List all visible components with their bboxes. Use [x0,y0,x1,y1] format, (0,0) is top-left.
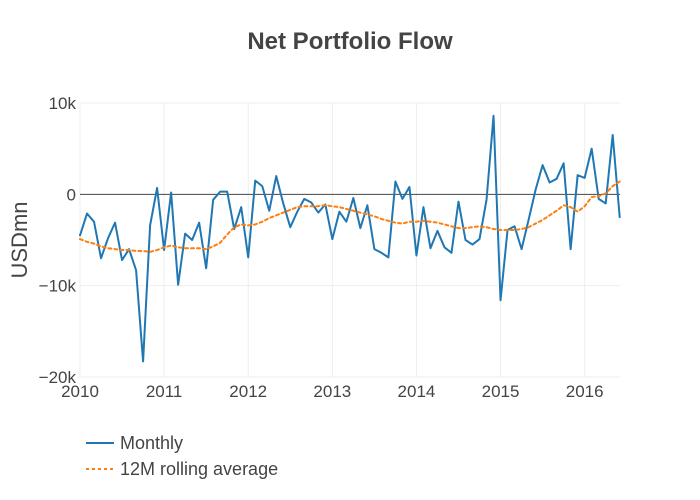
x-tick-label: 2016 [566,382,604,401]
x-tick-label: 2011 [146,382,183,401]
legend-label-monthly: Monthly [120,433,183,453]
legend[interactable]: Monthly 12M rolling average [86,433,278,479]
x-tick-label: 2014 [398,382,436,401]
y-tick-label: −10k [39,277,77,296]
x-tick-label: 2015 [482,382,520,401]
series-layer [79,114,621,363]
x-tick-label: 2012 [229,382,267,401]
grid-lines [79,102,620,378]
y-tick-label: 0 [67,185,76,204]
chart-title: Net Portfolio Flow [247,28,453,55]
legend-label-rolling-average: 12M rolling average [120,459,278,479]
legend-item-rolling-average[interactable]: 12M rolling average [86,459,278,479]
legend-item-monthly[interactable]: Monthly [86,433,183,453]
x-tick-label: 2010 [61,382,99,401]
axes: 2010 2011 2012 2013 2014 2015 2016 −20k −10k 0 10k [39,94,604,401]
series-line-rolling-average[interactable] [79,180,621,253]
y-tick-label: 10k [49,94,77,113]
y-tick-label: −20k [39,368,77,387]
x-tick-label: 2013 [313,382,351,401]
y-axis-title: USDmn [7,201,32,278]
series-line-monthly[interactable] [79,114,621,363]
